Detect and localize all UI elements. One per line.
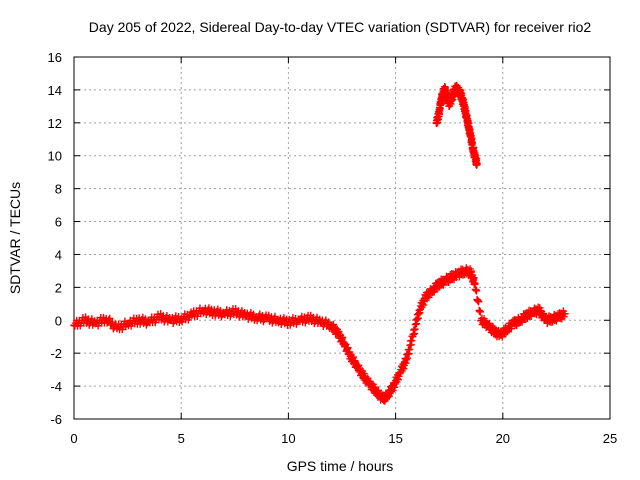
x-tick-label: 5 <box>178 431 185 446</box>
data-point <box>473 160 481 168</box>
y-tick-label: -6 <box>50 412 62 427</box>
x-tick-label: 0 <box>70 431 77 446</box>
data-point-fill <box>76 322 84 330</box>
y-tick-label: 16 <box>48 50 62 65</box>
data-point-fill <box>474 298 483 306</box>
data-point-fill <box>118 325 126 334</box>
data-point-fill <box>472 287 481 295</box>
y-tick-label: 8 <box>55 182 62 197</box>
y-tick-label: 4 <box>55 247 62 262</box>
y-tick-label: 6 <box>55 215 62 230</box>
axis-ticks <box>73 56 611 420</box>
y-tick-labels: -6 -4 -2 0 2 4 6 8 10 12 14 16 <box>48 50 62 427</box>
data-markers <box>70 81 569 405</box>
data-point-fill <box>470 274 478 282</box>
data-point-fill <box>94 322 102 330</box>
x-tick-label: 10 <box>281 431 295 446</box>
y-tick-label: -4 <box>50 379 62 394</box>
data-point-fill <box>193 312 201 321</box>
data-point-fill <box>151 318 159 327</box>
x-tick-label: 20 <box>496 431 510 446</box>
plot-frame <box>73 56 611 420</box>
x-axis-label: GPS time / hours <box>287 458 394 474</box>
x-tick-labels: 0 5 10 15 20 25 <box>70 431 617 446</box>
y-tick-label: 2 <box>55 280 62 295</box>
data-point <box>561 309 569 318</box>
y-tick-label: 12 <box>48 116 62 131</box>
grid <box>74 57 610 419</box>
data-point-fill <box>344 343 352 352</box>
data-point-fill <box>370 383 379 391</box>
data-point-fill <box>338 333 347 342</box>
x-tick-label: 25 <box>603 431 617 446</box>
y-tick-label: 10 <box>48 149 62 164</box>
chart-title: Day 205 of 2022, Sidereal Day-to-day VTE… <box>89 19 592 35</box>
x-tick-label: 15 <box>388 431 402 446</box>
y-tick-label: -2 <box>50 346 62 361</box>
y-axis-label: SDTVAR / TECUs <box>7 182 23 294</box>
y-tick-label: 0 <box>55 313 62 328</box>
data-point-fill <box>271 312 279 321</box>
data-point-fill <box>467 267 476 275</box>
y-tick-label: 14 <box>48 83 62 98</box>
data-point-fill <box>476 308 484 316</box>
